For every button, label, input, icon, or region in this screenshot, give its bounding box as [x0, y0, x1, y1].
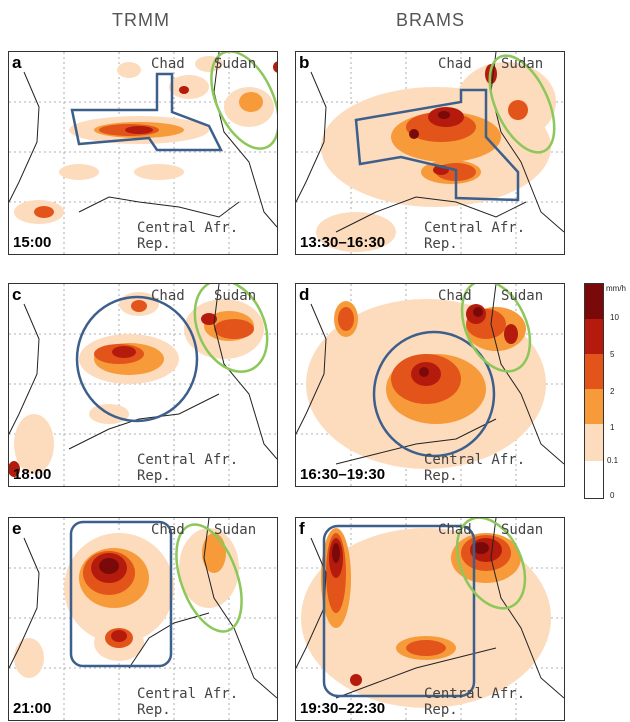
- map-b: [296, 52, 564, 254]
- colorbar-swatch: [585, 461, 603, 498]
- colorbar-tick: 0.1: [607, 456, 619, 465]
- panel-letter: f: [299, 519, 305, 538]
- chad-label: Chad: [151, 522, 185, 538]
- time-label: 21:00: [13, 700, 52, 717]
- car-label: Central Afr. Rep.: [424, 686, 526, 718]
- colorbar-tick: 5: [610, 350, 615, 359]
- time-label: 18:00: [13, 466, 52, 483]
- colorbar: [584, 283, 604, 499]
- sudan-label: Sudan: [501, 288, 544, 304]
- map-e: [9, 518, 277, 720]
- car-label: Central Afr. Rep.: [137, 686, 239, 718]
- map-f: [296, 518, 564, 720]
- car-label: Central Afr. Rep.: [424, 452, 526, 484]
- panel-d: d Chad Sudan Central Afr. Rep. 16:30–19:…: [295, 283, 565, 487]
- sudan-label: Sudan: [501, 56, 544, 72]
- colorbar-unit: mm/h: [606, 284, 626, 293]
- panel-letter: d: [299, 285, 310, 304]
- map-a: [9, 52, 277, 254]
- panel-letter: c: [12, 285, 22, 304]
- panel-a: a Chad Sudan Central Afr. Rep. 15:00: [8, 51, 278, 255]
- map-c: [9, 284, 277, 486]
- sudan-label: Sudan: [214, 56, 257, 72]
- car-label: Central Afr. Rep.: [424, 220, 526, 252]
- colorbar-swatch: [585, 424, 603, 461]
- panel-letter: b: [299, 53, 310, 72]
- chad-label: Chad: [438, 522, 472, 538]
- car-label: Central Afr. Rep.: [137, 220, 239, 252]
- colorbar-tick: 2: [610, 387, 615, 396]
- sudan-label: Sudan: [214, 522, 257, 538]
- time-label: 15:00: [13, 234, 52, 251]
- chad-label: Chad: [151, 56, 185, 72]
- panel-c: c Chad Sudan Central Afr. Rep. 18:00: [8, 283, 278, 487]
- colorbar-swatch: [585, 389, 603, 424]
- panel-letter: e: [12, 519, 22, 538]
- panel-b: b Chad Sudan Central Afr. Rep. 13:30–16:…: [295, 51, 565, 255]
- car-label: Central Afr. Rep.: [137, 452, 239, 484]
- colorbar-tick: 10: [610, 313, 619, 322]
- time-label: 19:30–22:30: [300, 700, 386, 717]
- sudan-label: Sudan: [214, 288, 257, 304]
- colorbar-swatch: [585, 319, 603, 354]
- panel-f: f Chad Sudan Central Afr. Rep. 19:30–22:…: [295, 517, 565, 721]
- colorbar-tick: 1: [610, 423, 615, 432]
- panel-e: e Chad Sudan Central Afr. Rep. 21:00: [8, 517, 278, 721]
- sudan-label: Sudan: [501, 522, 544, 538]
- time-label: 13:30–16:30: [300, 234, 386, 251]
- colorbar-tick: 0: [610, 491, 615, 500]
- chad-label: Chad: [438, 288, 472, 304]
- colorbar-swatch: [585, 354, 603, 389]
- panel-letter: a: [12, 53, 22, 72]
- column-title-trmm: TRMM: [112, 10, 170, 30]
- chad-label: Chad: [151, 288, 185, 304]
- time-label: 16:30–19:30: [300, 466, 386, 483]
- map-d: [296, 284, 564, 486]
- chad-label: Chad: [438, 56, 472, 72]
- colorbar-swatch: [585, 284, 603, 319]
- column-title-brams: BRAMS: [396, 10, 466, 30]
